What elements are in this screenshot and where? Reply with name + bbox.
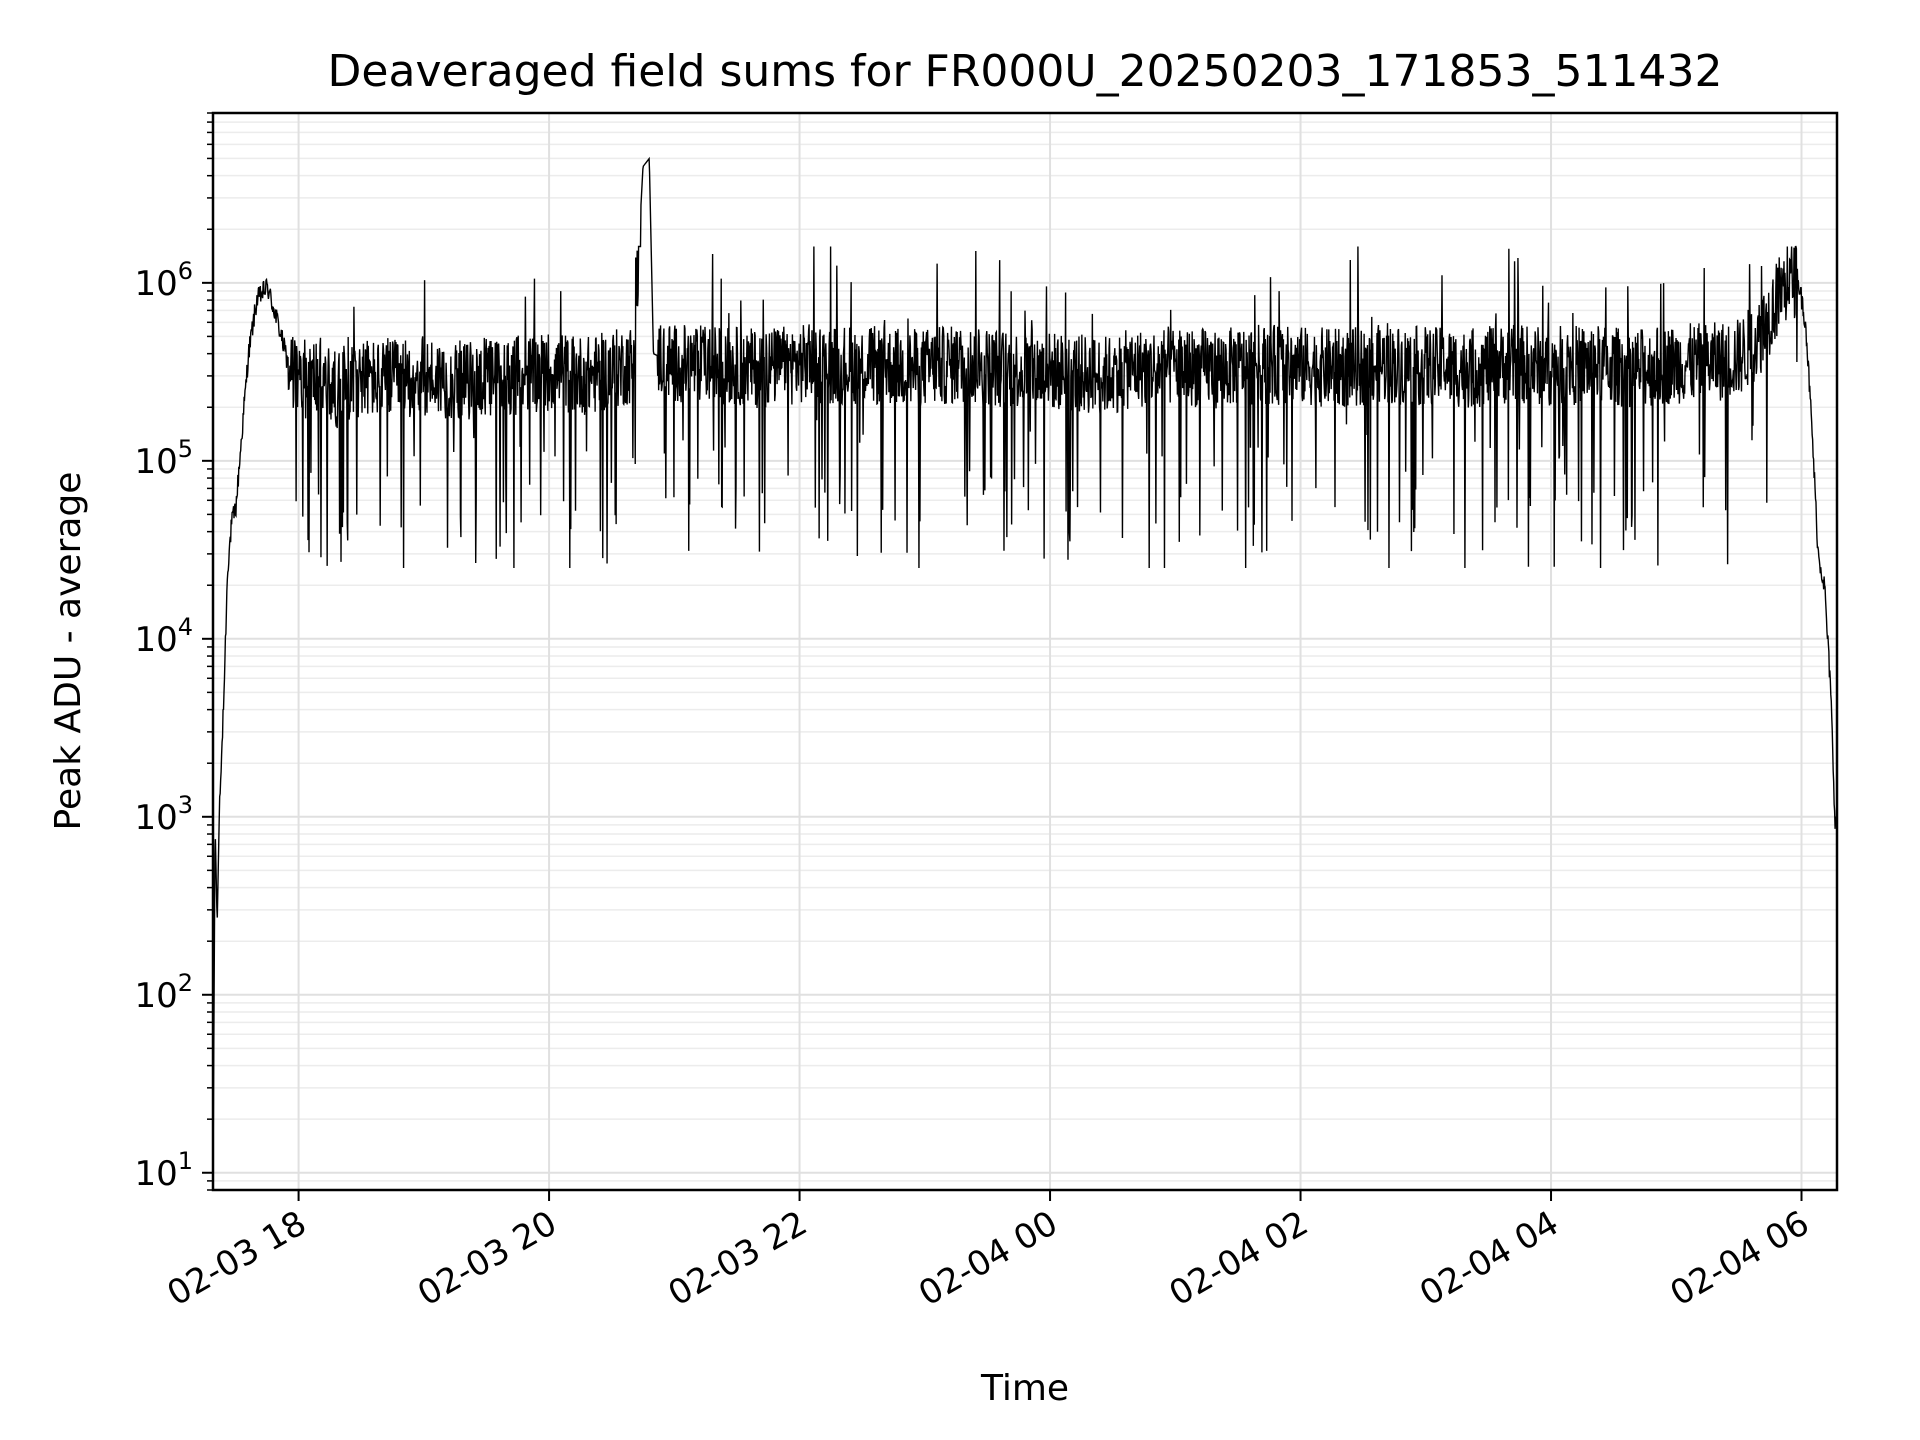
series-line — [213, 156, 1837, 1181]
y-axis-label: Peak ADU - average — [48, 472, 89, 831]
y-tick-label: 105 — [134, 435, 193, 482]
y-tick-label: 102 — [134, 969, 193, 1016]
chart-title: Deaveraged field sums for FR000U_2025020… — [328, 46, 1723, 97]
major-gridlines — [213, 113, 1837, 1190]
axes-frame — [211, 111, 1839, 1192]
y-tick-label: 101 — [134, 1147, 193, 1194]
y-tick-label: 103 — [134, 791, 193, 838]
x-axis-label: Time — [980, 1368, 1069, 1409]
y-tick-label: 106 — [134, 257, 193, 304]
plot-area — [213, 156, 1837, 1181]
y-tick-label: 104 — [134, 613, 193, 660]
y-axis-ticks: 101 102 103 104 105 106 — [134, 112, 213, 1194]
